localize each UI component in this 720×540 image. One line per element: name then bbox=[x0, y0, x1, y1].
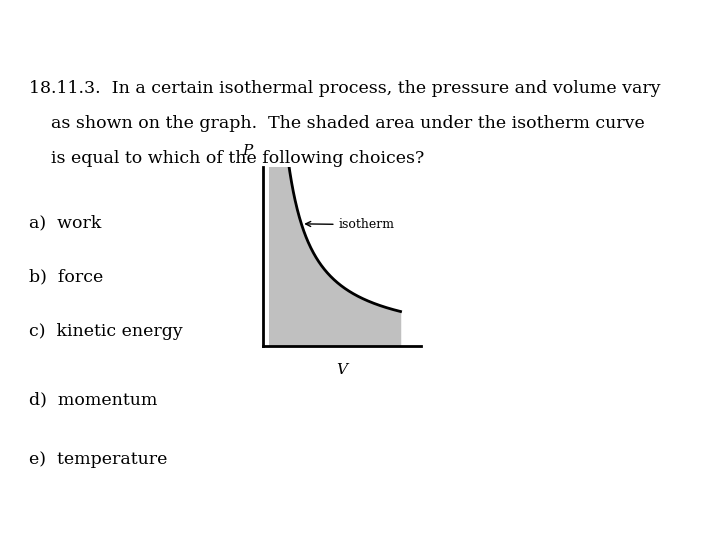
Text: isotherm: isotherm bbox=[306, 218, 395, 231]
Text: c)  kinetic energy: c) kinetic energy bbox=[29, 322, 183, 340]
Text: d)  momentum: d) momentum bbox=[29, 392, 157, 409]
Text: e)  temperature: e) temperature bbox=[29, 451, 167, 468]
Text: is equal to which of the following choices?: is equal to which of the following choic… bbox=[29, 150, 424, 167]
Text: a)  work: a) work bbox=[29, 214, 102, 231]
Text: b)  force: b) force bbox=[29, 268, 103, 285]
Text: as shown on the graph.  The shaded area under the isotherm curve: as shown on the graph. The shaded area u… bbox=[29, 115, 644, 132]
Text: W: W bbox=[13, 16, 27, 29]
Text: V: V bbox=[336, 363, 348, 377]
Text: P: P bbox=[242, 145, 252, 159]
Text: 18.11.3.  In a certain isothermal process, the pressure and volume vary: 18.11.3. In a certain isothermal process… bbox=[29, 80, 660, 98]
Text: WILEY: WILEY bbox=[45, 13, 124, 33]
